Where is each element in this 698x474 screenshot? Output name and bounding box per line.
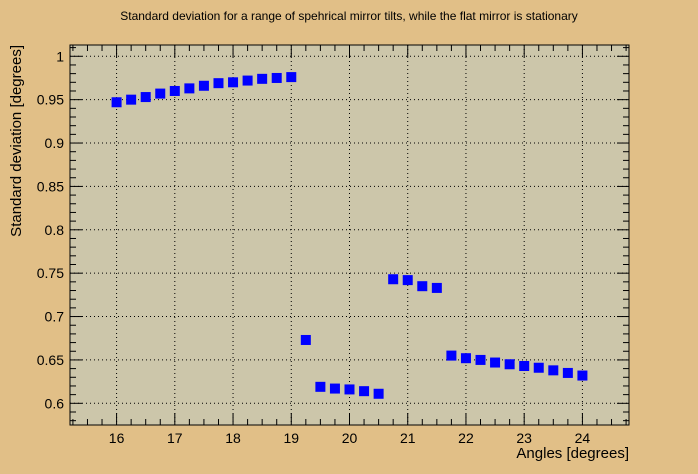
- data-point: [155, 88, 166, 99]
- data-point: [359, 386, 370, 397]
- data-point: [373, 388, 384, 399]
- data-point: [140, 92, 151, 103]
- data-point: [111, 97, 122, 108]
- data-point: [329, 383, 340, 394]
- y-tick-label: 0.75: [37, 265, 64, 281]
- data-point: [388, 274, 399, 285]
- data-point: [460, 353, 471, 364]
- y-tick-label: 1: [56, 48, 64, 64]
- data-point: [548, 365, 559, 376]
- y-tick-label: 0.7: [45, 309, 65, 325]
- data-point: [213, 78, 224, 89]
- data-point: [431, 282, 442, 293]
- x-tick-label: 24: [575, 430, 591, 446]
- x-tick-label: 21: [400, 430, 416, 446]
- data-point: [184, 83, 195, 94]
- data-point: [417, 281, 428, 292]
- x-tick-label: 20: [342, 430, 358, 446]
- chart-title: Standard deviation for a range of spehri…: [120, 9, 578, 23]
- y-tick-label: 0.8: [45, 222, 65, 238]
- y-tick-label: 0.65: [37, 352, 64, 368]
- data-point: [198, 80, 209, 91]
- axis-ticks: [70, 45, 629, 425]
- x-tick-label: 23: [516, 430, 532, 446]
- y-tick-label: 0.9: [45, 135, 65, 151]
- data-point: [315, 381, 326, 392]
- x-tick-label: 18: [225, 430, 241, 446]
- y-axis-label: Standard deviation [degrees]: [8, 45, 25, 237]
- x-tick-label: 17: [167, 430, 183, 446]
- data-point: [126, 94, 137, 105]
- data-point: [446, 350, 457, 361]
- data-point: [271, 72, 282, 83]
- y-tick-label: 0.6: [45, 395, 65, 411]
- data-point: [286, 72, 297, 83]
- data-point: [475, 354, 486, 365]
- data-point: [169, 85, 180, 96]
- data-point: [228, 77, 239, 88]
- x-axis-label: Angles [degrees]: [516, 445, 629, 462]
- x-tick-label: 16: [109, 430, 125, 446]
- x-tick-label: 19: [283, 430, 299, 446]
- data-point: [504, 359, 515, 370]
- data-point: [300, 334, 311, 345]
- data-point: [242, 75, 253, 86]
- data-point: [344, 384, 355, 395]
- data-point: [562, 367, 573, 378]
- x-tick-label: 22: [458, 430, 474, 446]
- data-point: [490, 357, 501, 368]
- data-point: [257, 73, 268, 84]
- y-tick-labels: 0.6 0.65 0.7 0.75 0.8 0.85 0.9 0.95 1: [37, 48, 64, 411]
- data-points: [111, 72, 588, 399]
- x-tick-labels: 16 17 18 19 20 21 22 23 24: [109, 430, 591, 446]
- data-point: [577, 370, 588, 381]
- data-point: [533, 362, 544, 373]
- data-point: [402, 275, 413, 286]
- y-tick-label: 0.85: [37, 178, 64, 194]
- data-point: [519, 361, 530, 372]
- y-tick-label: 0.95: [37, 92, 64, 108]
